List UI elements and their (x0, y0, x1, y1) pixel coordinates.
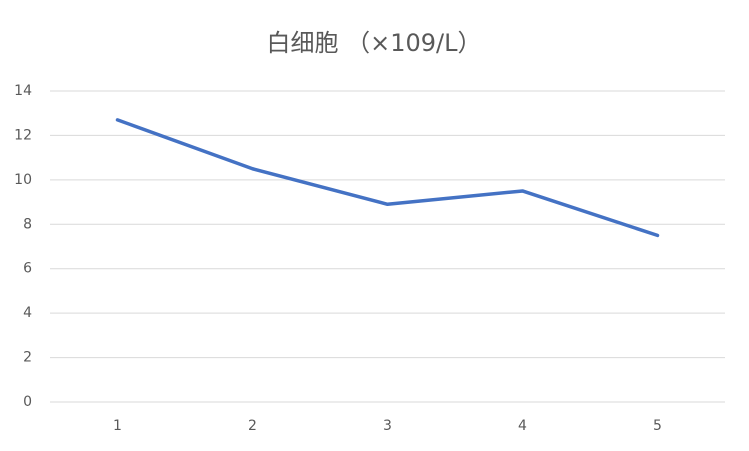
x-tick-label: 2 (248, 418, 257, 434)
y-tick-label: 12 (14, 127, 32, 143)
x-tick-label: 3 (383, 418, 392, 434)
y-tick-label: 14 (14, 83, 32, 99)
y-tick-label: 0 (23, 394, 32, 410)
y-tick-label: 4 (23, 305, 32, 321)
y-tick-label: 2 (23, 350, 32, 366)
chart-title: 白细胞 （×109/L） (266, 29, 481, 57)
x-tick-label: 5 (653, 418, 662, 434)
x-tick-label: 4 (518, 418, 527, 434)
y-tick-label: 10 (14, 172, 32, 188)
data-line (115, 118, 660, 238)
y-tick-label: 8 (23, 216, 32, 232)
x-tick-label: 1 (113, 418, 122, 434)
y-tick-label: 6 (23, 261, 32, 277)
